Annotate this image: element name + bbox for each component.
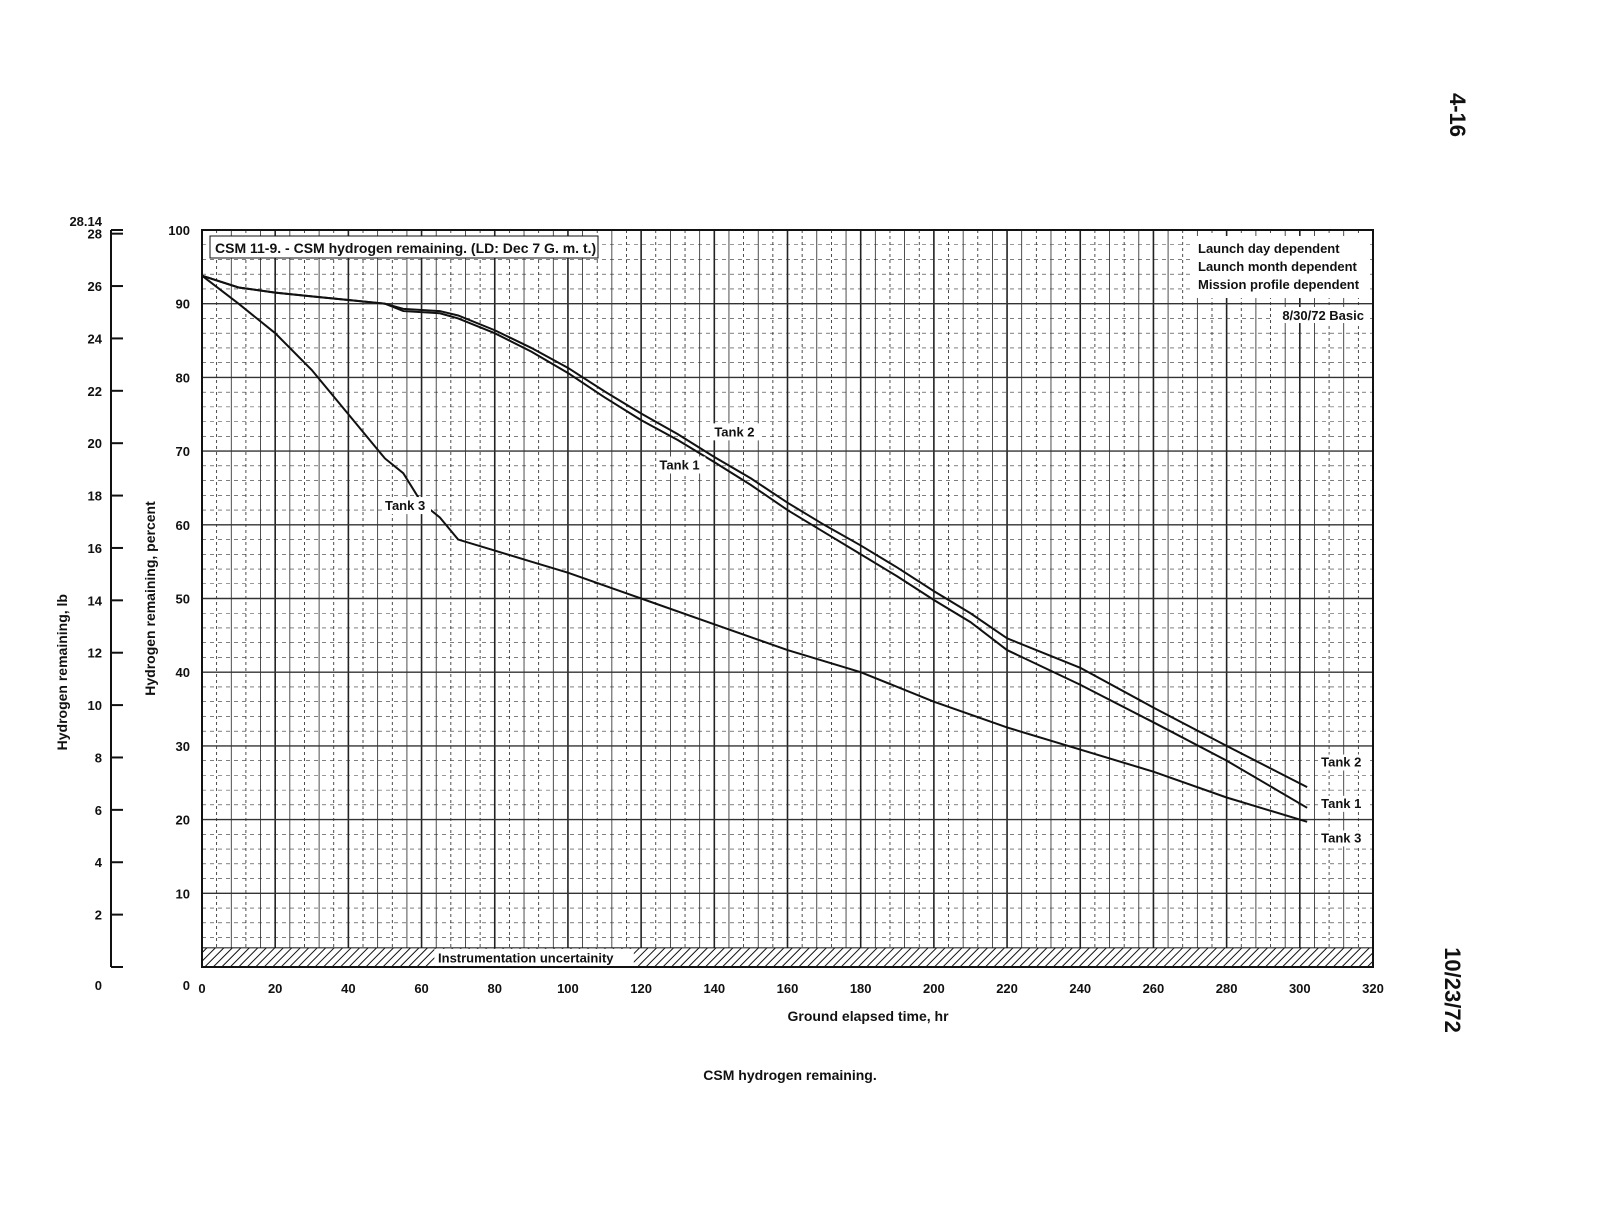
inline-label-bg: [382, 497, 431, 515]
x-tick-label: 220: [996, 981, 1018, 996]
page-number: 4-16: [1445, 93, 1470, 137]
series-line-tank-1: [201, 274, 1308, 809]
y-tick-label: 20: [176, 813, 190, 828]
x-tick-label: 100: [557, 981, 579, 996]
lb-tick-label: 8: [95, 750, 102, 765]
notes-bg: [1192, 236, 1367, 298]
x-tick-label: 280: [1216, 981, 1238, 996]
inline-label-bg: [712, 423, 761, 441]
plot-frame: [201, 229, 1374, 968]
lb-tick-label: 24: [88, 331, 103, 346]
y-axis-label: Hydrogen remaining, percent: [142, 501, 158, 696]
basic-date-note: 8/30/72 Basic: [1282, 308, 1364, 323]
y-tick-label: 60: [176, 518, 190, 533]
lb-tick-label: 26: [88, 279, 102, 294]
x-tick-label: 180: [850, 981, 872, 996]
lb-top-label: 28.14: [69, 214, 102, 229]
uncertainty-band: Instrumentation uncertainity: [201, 947, 1374, 968]
grid: [201, 229, 1374, 968]
lb-tick-label: 22: [88, 384, 102, 399]
x-tick-label: 300: [1289, 981, 1311, 996]
lb-tick-label: 4: [95, 855, 103, 870]
y-tick-label: 80: [176, 370, 190, 385]
lb-tick-label: 10: [88, 698, 102, 713]
axes: 0 20 40 60 80 100 120 140 160 180 200 220 240 260 280 3…: [54, 214, 1384, 1024]
y-tick-label: 70: [176, 444, 190, 459]
inline-label-bg: [657, 456, 706, 474]
series-line-tank-2: [201, 274, 1308, 789]
band-label-bg: [434, 948, 634, 966]
y-tick-label: 30: [176, 739, 190, 754]
lb-tick-label: 28: [88, 227, 102, 242]
x-tick-label: 20: [268, 981, 282, 996]
note: Mission profile dependent: [1198, 277, 1360, 292]
lb-tick-label: 0: [95, 978, 102, 993]
end-label-bg: [1319, 830, 1370, 847]
y-tick-label: 40: [176, 665, 190, 680]
end-label: Tank 2: [1321, 755, 1361, 770]
x-tick-label: 0: [198, 981, 205, 996]
x-tick-label: 200: [923, 981, 945, 996]
inline-label: Tank 3: [385, 498, 425, 513]
band-label: Instrumentation uncertainity: [438, 951, 614, 966]
labels: Tank 1 Tank 2 Tank 3 Tank 2 Tank 1 Tank 3 CSM …: [209, 93, 1470, 1083]
page-date: 10/23/72: [1440, 947, 1465, 1033]
y-tick-label: 50: [176, 592, 190, 607]
uncertainty-band-fill: [201, 947, 1374, 968]
x-tick-label: 140: [703, 981, 725, 996]
x-tick-label: 240: [1069, 981, 1091, 996]
lb-axis-label: Hydrogen remaining, lb: [54, 594, 70, 750]
x-tick-label: 80: [488, 981, 502, 996]
x-axis-label: Ground elapsed time, hr: [787, 1008, 949, 1024]
y-tick-label: 100: [168, 223, 190, 238]
end-label-bg: [1319, 754, 1370, 771]
note: Launch day dependent: [1198, 241, 1340, 256]
x-tick-label: 260: [1143, 981, 1165, 996]
x-tick-label: 60: [414, 981, 428, 996]
figure-caption: CSM hydrogen remaining.: [703, 1067, 876, 1083]
y-tick-label: 0: [183, 978, 190, 993]
title-box: [209, 235, 599, 259]
lb-tick-label: 14: [88, 593, 103, 608]
series-line-tank-3: [201, 274, 1308, 823]
chart-title: CSM 11-9. - CSM hydrogen remaining. (LD:…: [215, 240, 596, 256]
lb-tick-label: 20: [88, 436, 102, 451]
note-bg: [1272, 307, 1367, 323]
lb-tick-label: 2: [95, 908, 102, 923]
x-tick-label: 120: [630, 981, 652, 996]
y-tick-label: 10: [176, 886, 190, 901]
series-lines: [201, 274, 1308, 823]
lb-tick-label: 16: [88, 541, 102, 556]
inline-label: Tank 1: [659, 458, 699, 473]
y-tick-label: 90: [176, 297, 190, 312]
end-label: Tank 1: [1321, 796, 1361, 811]
x-tick-label: 320: [1362, 981, 1384, 996]
inline-label: Tank 2: [714, 424, 754, 439]
x-tick-label: 40: [341, 981, 355, 996]
lb-tick-label: 18: [88, 489, 102, 504]
x-tick-label: 160: [777, 981, 799, 996]
end-label: Tank 3: [1321, 830, 1361, 845]
end-label-bg: [1319, 795, 1370, 812]
lb-tick-label: 12: [88, 646, 102, 661]
lb-tick-label: 6: [95, 803, 102, 818]
note: Launch month dependent: [1198, 259, 1358, 274]
